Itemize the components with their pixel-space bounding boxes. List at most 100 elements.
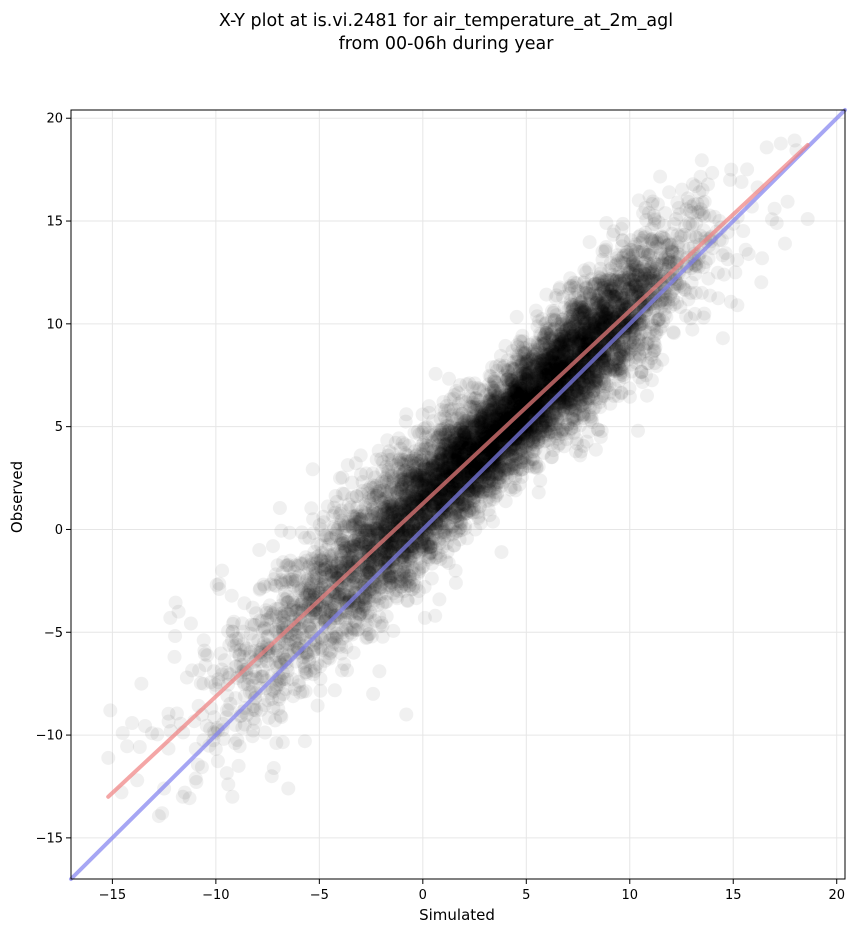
scatter-point — [616, 342, 630, 357]
scatter-point — [419, 473, 434, 488]
scatter-point — [536, 445, 551, 460]
scatter-point — [376, 501, 391, 516]
scatter-point — [545, 348, 560, 363]
scatter-point — [539, 360, 554, 375]
scatter-point — [221, 703, 236, 718]
scatter-point — [555, 353, 570, 368]
scatter-point — [542, 406, 557, 421]
scatter-point — [610, 248, 625, 263]
scatter-point — [441, 438, 456, 452]
scatter-point — [405, 453, 419, 468]
scatter-point — [450, 491, 465, 506]
scatter-point — [335, 663, 349, 678]
scatter-point — [599, 273, 614, 288]
scatter-point — [288, 627, 303, 642]
scatter-point — [391, 504, 406, 519]
scatter-point — [286, 600, 301, 615]
scatter-point — [466, 484, 481, 499]
scatter-point — [481, 408, 496, 423]
scatter-point — [454, 470, 469, 485]
scatter-point — [381, 539, 396, 554]
scatter-point — [448, 486, 463, 501]
scatter-point — [522, 386, 537, 400]
scatter-point — [584, 379, 599, 394]
scatter-point — [638, 267, 652, 282]
scatter-point — [556, 401, 571, 416]
scatter-point — [472, 415, 487, 430]
scatter-point — [382, 566, 397, 581]
scatter-point — [400, 521, 415, 536]
scatter-point — [588, 324, 603, 339]
scatter-point — [688, 229, 703, 244]
scatter-point — [545, 344, 560, 359]
scatter-point — [573, 299, 588, 314]
scatter-point — [564, 328, 579, 343]
scatter-point — [213, 646, 228, 661]
scatter-point — [275, 735, 290, 750]
scatter-point — [653, 169, 668, 184]
scatter-point — [549, 346, 563, 361]
scatter-point — [576, 285, 591, 300]
scatter-point — [245, 600, 260, 615]
scatter-point — [426, 472, 441, 487]
scatter-point — [469, 443, 484, 458]
scatter-point — [600, 282, 615, 297]
scatter-point — [506, 395, 521, 410]
scatter-point — [519, 389, 534, 404]
scatter-point — [483, 452, 498, 466]
scatter-point — [535, 420, 550, 435]
scatter-point — [381, 509, 396, 524]
scatter-point — [237, 596, 252, 611]
scatter-point — [491, 450, 506, 465]
scatter-point — [457, 415, 472, 430]
scatter-point — [380, 512, 395, 527]
scatter-point — [631, 342, 646, 357]
scatter-point — [310, 698, 325, 713]
scatter-point — [246, 723, 261, 738]
scatter-point — [279, 558, 294, 573]
scatter-point — [446, 449, 461, 464]
scatter-point — [326, 564, 341, 579]
scatter-point — [612, 348, 627, 363]
scatter-point — [476, 409, 491, 424]
scatter-point — [120, 739, 135, 754]
scatter-point — [447, 437, 462, 452]
scatter-point — [372, 591, 387, 606]
scatter-point — [646, 318, 661, 333]
scatter-point — [461, 464, 476, 479]
scatter-point — [283, 632, 298, 647]
scatter-point — [688, 179, 703, 194]
scatter-point — [547, 424, 562, 439]
scatter-point — [373, 504, 388, 519]
scatter-point — [406, 494, 421, 509]
scatter-point — [406, 518, 421, 533]
scatter-point — [349, 509, 364, 523]
scatter-point — [434, 453, 449, 468]
scatter-point — [611, 351, 626, 366]
scatter-point — [539, 341, 553, 356]
scatter-point — [415, 518, 430, 533]
scatter-point — [433, 552, 448, 567]
scatter-point — [397, 577, 412, 592]
scatter-point — [408, 452, 423, 466]
scatter-point — [360, 524, 374, 538]
scatter-point — [649, 260, 664, 274]
scatter-point — [610, 303, 625, 318]
scatter-point — [436, 456, 451, 471]
scatter-point — [497, 410, 511, 424]
scatter-point — [554, 329, 569, 344]
scatter-point — [473, 516, 488, 531]
scatter-point — [527, 342, 542, 357]
scatter-point — [280, 636, 295, 651]
scatter-point — [391, 493, 406, 508]
scatter-point — [534, 365, 549, 380]
scatter-point — [451, 523, 465, 538]
scatter-point — [438, 437, 453, 452]
scatter-point — [627, 329, 642, 344]
scatter-point — [552, 352, 566, 367]
scatter-point — [540, 327, 555, 342]
scatter-point — [416, 512, 431, 526]
scatter-point — [544, 342, 559, 357]
scatter-point — [450, 440, 465, 455]
scatter-point — [408, 467, 423, 481]
